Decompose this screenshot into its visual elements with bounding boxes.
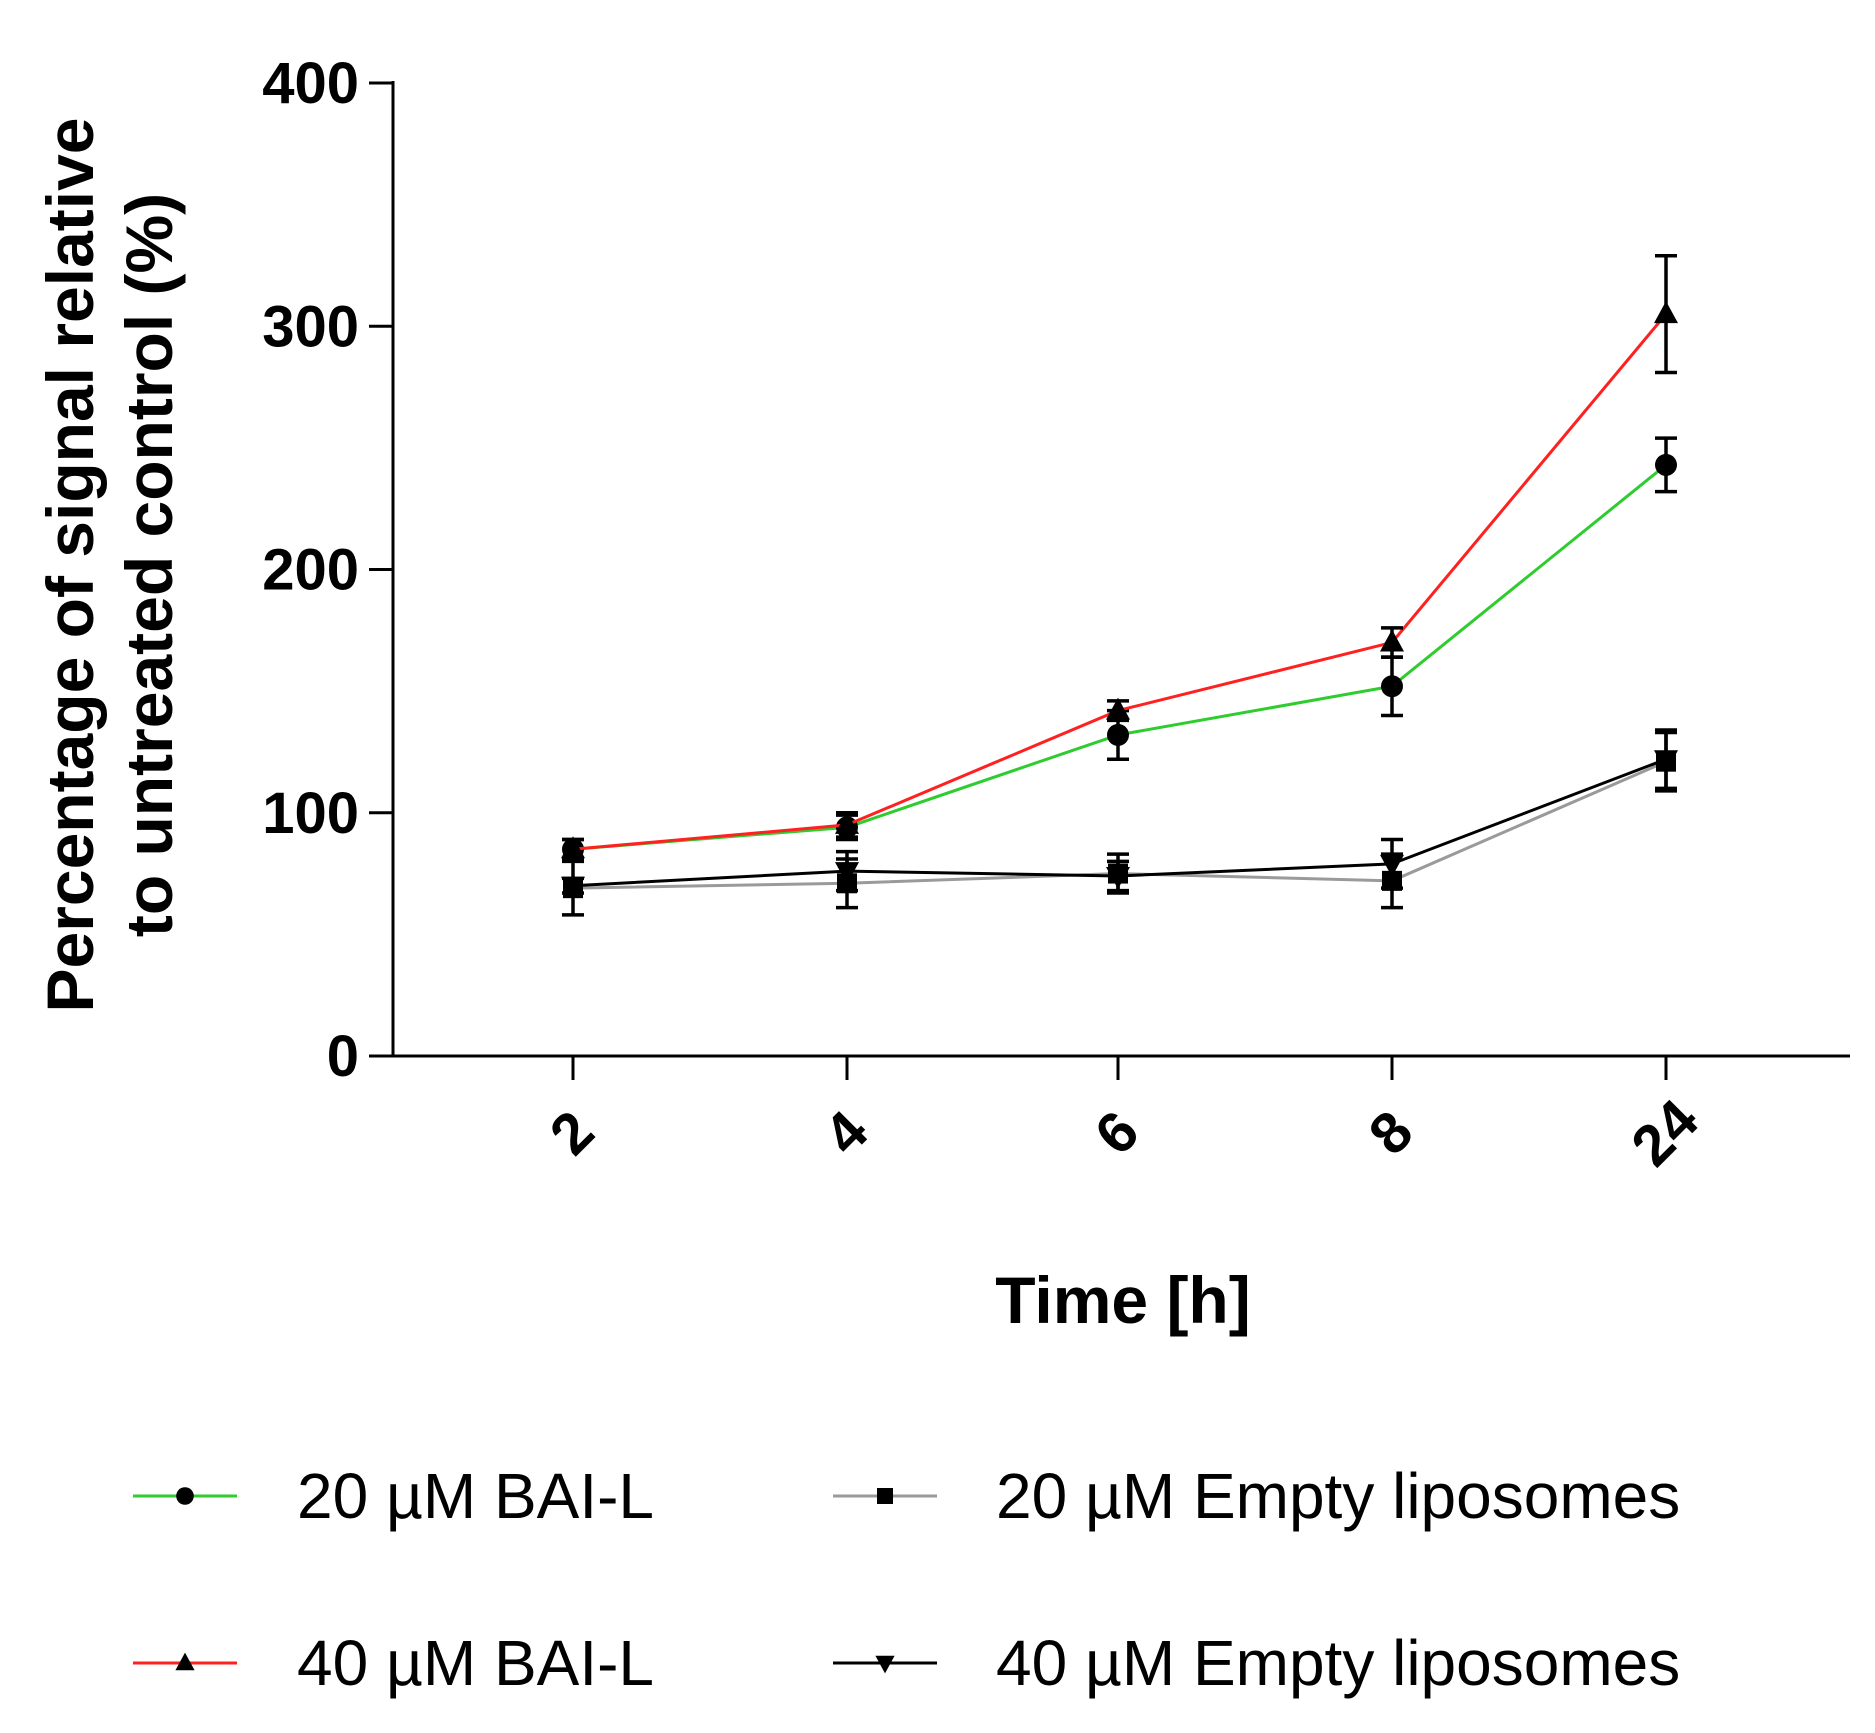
- y-axis-title-line: to untreated control (%): [112, 193, 186, 937]
- y-tick-label: 200: [262, 538, 359, 603]
- data-point: [1381, 675, 1403, 698]
- series-line: [572, 313, 1668, 851]
- y-tick-label: 0: [327, 1024, 359, 1089]
- legend-item: 40 µM Empty liposomes: [833, 1627, 1680, 1699]
- series: [561, 253, 1678, 861]
- legend-item: 40 µM BAI-L: [133, 1627, 654, 1699]
- legend-swatch-marker: [877, 1488, 893, 1504]
- series-line: [572, 463, 1667, 851]
- legend-swatch-marker: [875, 1655, 895, 1674]
- data-point: [1380, 629, 1404, 652]
- y-axis-title-line: Percentage of signal relative: [33, 117, 107, 1012]
- data-series: [561, 253, 1678, 917]
- data-point: [561, 836, 585, 859]
- data-point: [1655, 453, 1677, 476]
- legend-label: 20 µM BAI-L: [297, 1460, 654, 1532]
- x-tick-label: 6: [1083, 1099, 1152, 1168]
- legend: 20 µM BAI-L 40 µM BAI-L 20 µM Empty liposo…: [133, 1460, 1680, 1699]
- data-point: [1654, 301, 1678, 324]
- y-tick-label: 100: [262, 781, 359, 846]
- legend-label: 20 µM Empty liposomes: [996, 1460, 1680, 1532]
- y-tick-label: 300: [262, 294, 359, 359]
- data-point: [1380, 854, 1404, 877]
- x-tick-label: 2: [538, 1099, 607, 1168]
- series: [561, 728, 1678, 899]
- legend-label: 40 µM BAI-L: [297, 1627, 654, 1699]
- x-tick-label: 24: [1619, 1087, 1711, 1179]
- axes: [391, 81, 1850, 1058]
- legend-item: 20 µM BAI-L: [133, 1460, 654, 1532]
- legend-item: 20 µM Empty liposomes: [833, 1460, 1680, 1532]
- data-point: [1106, 866, 1130, 889]
- data-point: [1107, 723, 1129, 746]
- legend-label: 40 µM Empty liposomes: [996, 1627, 1680, 1699]
- data-point: [835, 862, 859, 885]
- data-point: [561, 876, 585, 899]
- y-axis-ticks: 0 100 200 300 400: [262, 51, 393, 1089]
- data-point: [835, 811, 859, 834]
- legend-swatch-marker: [176, 1487, 194, 1505]
- x-tick-label: 8: [1357, 1099, 1426, 1168]
- data-point: [1654, 750, 1678, 773]
- y-tick-label: 400: [262, 51, 359, 116]
- legend-swatch-marker: [175, 1652, 195, 1671]
- x-tick-label: 4: [812, 1099, 881, 1168]
- x-axis-ticks: 2 4 6 8 24: [538, 1056, 1711, 1179]
- y-axis-title: Percentage of signal relative to untreate…: [33, 117, 186, 1012]
- x-axis-title: Time [h]: [995, 1263, 1250, 1337]
- data-point: [1106, 697, 1130, 720]
